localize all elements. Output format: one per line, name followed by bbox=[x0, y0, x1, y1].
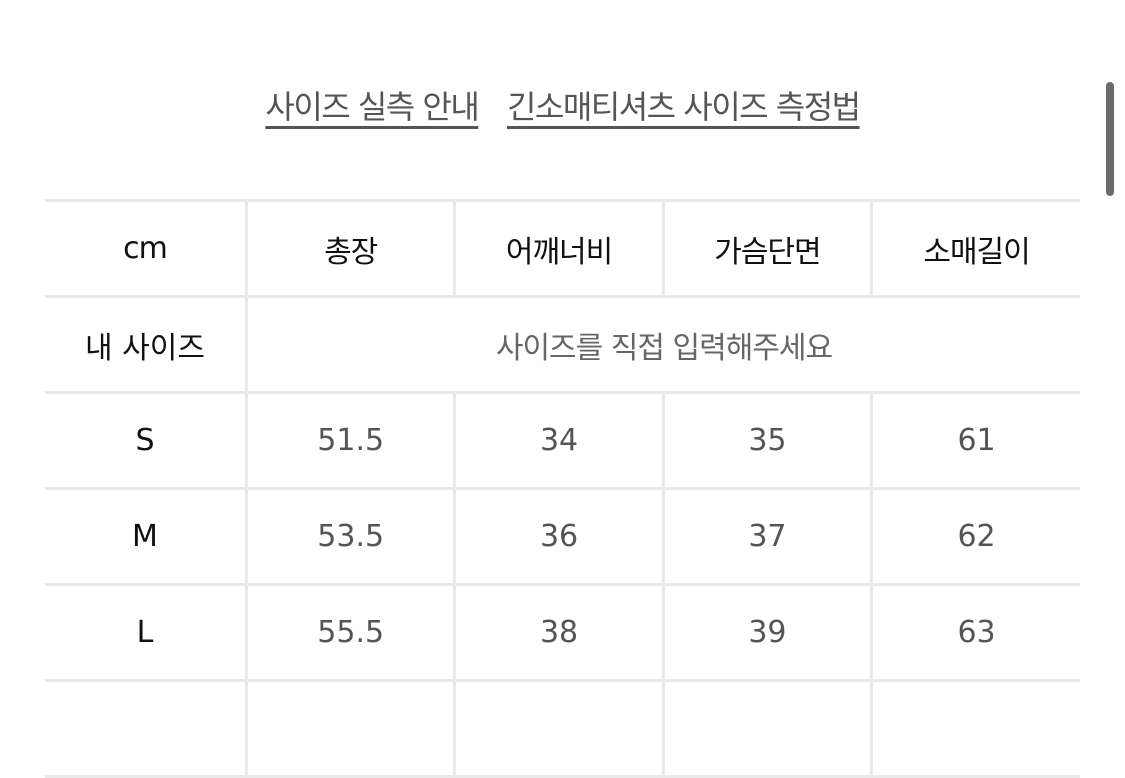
size-guide-links: 사이즈 실측 안내 긴소매티셔츠 사이즈 측정법 bbox=[0, 82, 1125, 128]
cell-empty bbox=[244, 679, 457, 778]
cell-empty bbox=[870, 679, 1080, 778]
cell-value: 51.5 bbox=[244, 391, 457, 490]
size-label: M bbox=[45, 487, 248, 586]
cell-empty bbox=[453, 679, 665, 778]
cell-value: 61 bbox=[870, 391, 1080, 490]
my-size-row: 내 사이즈 사이즈를 직접 입력해주세요 bbox=[45, 295, 1080, 394]
size-label: S bbox=[45, 391, 248, 490]
scrollbar[interactable] bbox=[1106, 82, 1114, 196]
table-row: L 55.5 38 39 63 bbox=[45, 583, 1080, 682]
table-row: S 51.5 34 35 61 bbox=[45, 391, 1080, 490]
size-label: L bbox=[45, 583, 248, 682]
cell-value: 38 bbox=[453, 583, 665, 682]
cell-value: 39 bbox=[661, 583, 874, 682]
cell-value: 62 bbox=[870, 487, 1080, 586]
cell-value: 36 bbox=[453, 487, 665, 586]
header-total-length: 총장 bbox=[244, 199, 457, 298]
cell-value: 37 bbox=[661, 487, 874, 586]
cell-value: 55.5 bbox=[244, 583, 457, 682]
cell-empty bbox=[45, 679, 248, 778]
size-table: cm 총장 어깨너비 가슴단면 소매길이 내 사이즈 사이즈를 직접 입력해주세… bbox=[45, 199, 1080, 778]
table-row: M 53.5 36 37 62 bbox=[45, 487, 1080, 586]
cell-value: 63 bbox=[870, 583, 1080, 682]
header-shoulder-width: 어깨너비 bbox=[453, 199, 665, 298]
long-sleeve-measurement-method-link[interactable]: 긴소매티셔츠 사이즈 측정법 bbox=[506, 88, 861, 126]
cell-value: 35 bbox=[661, 391, 874, 490]
table-header-row: cm 총장 어깨너비 가슴단면 소매길이 bbox=[45, 199, 1080, 298]
my-size-label: 내 사이즈 bbox=[45, 295, 248, 394]
cell-empty bbox=[661, 679, 874, 778]
size-measurement-guide-link[interactable]: 사이즈 실측 안내 bbox=[265, 88, 479, 126]
header-unit: cm bbox=[45, 199, 248, 298]
my-size-input[interactable]: 사이즈를 직접 입력해주세요 bbox=[245, 295, 1080, 394]
cell-value: 53.5 bbox=[244, 487, 457, 586]
header-sleeve-length: 소매길이 bbox=[870, 199, 1080, 298]
cell-value: 34 bbox=[453, 391, 665, 490]
header-chest-width: 가슴단면 bbox=[661, 199, 874, 298]
table-row-partial bbox=[45, 679, 1080, 778]
